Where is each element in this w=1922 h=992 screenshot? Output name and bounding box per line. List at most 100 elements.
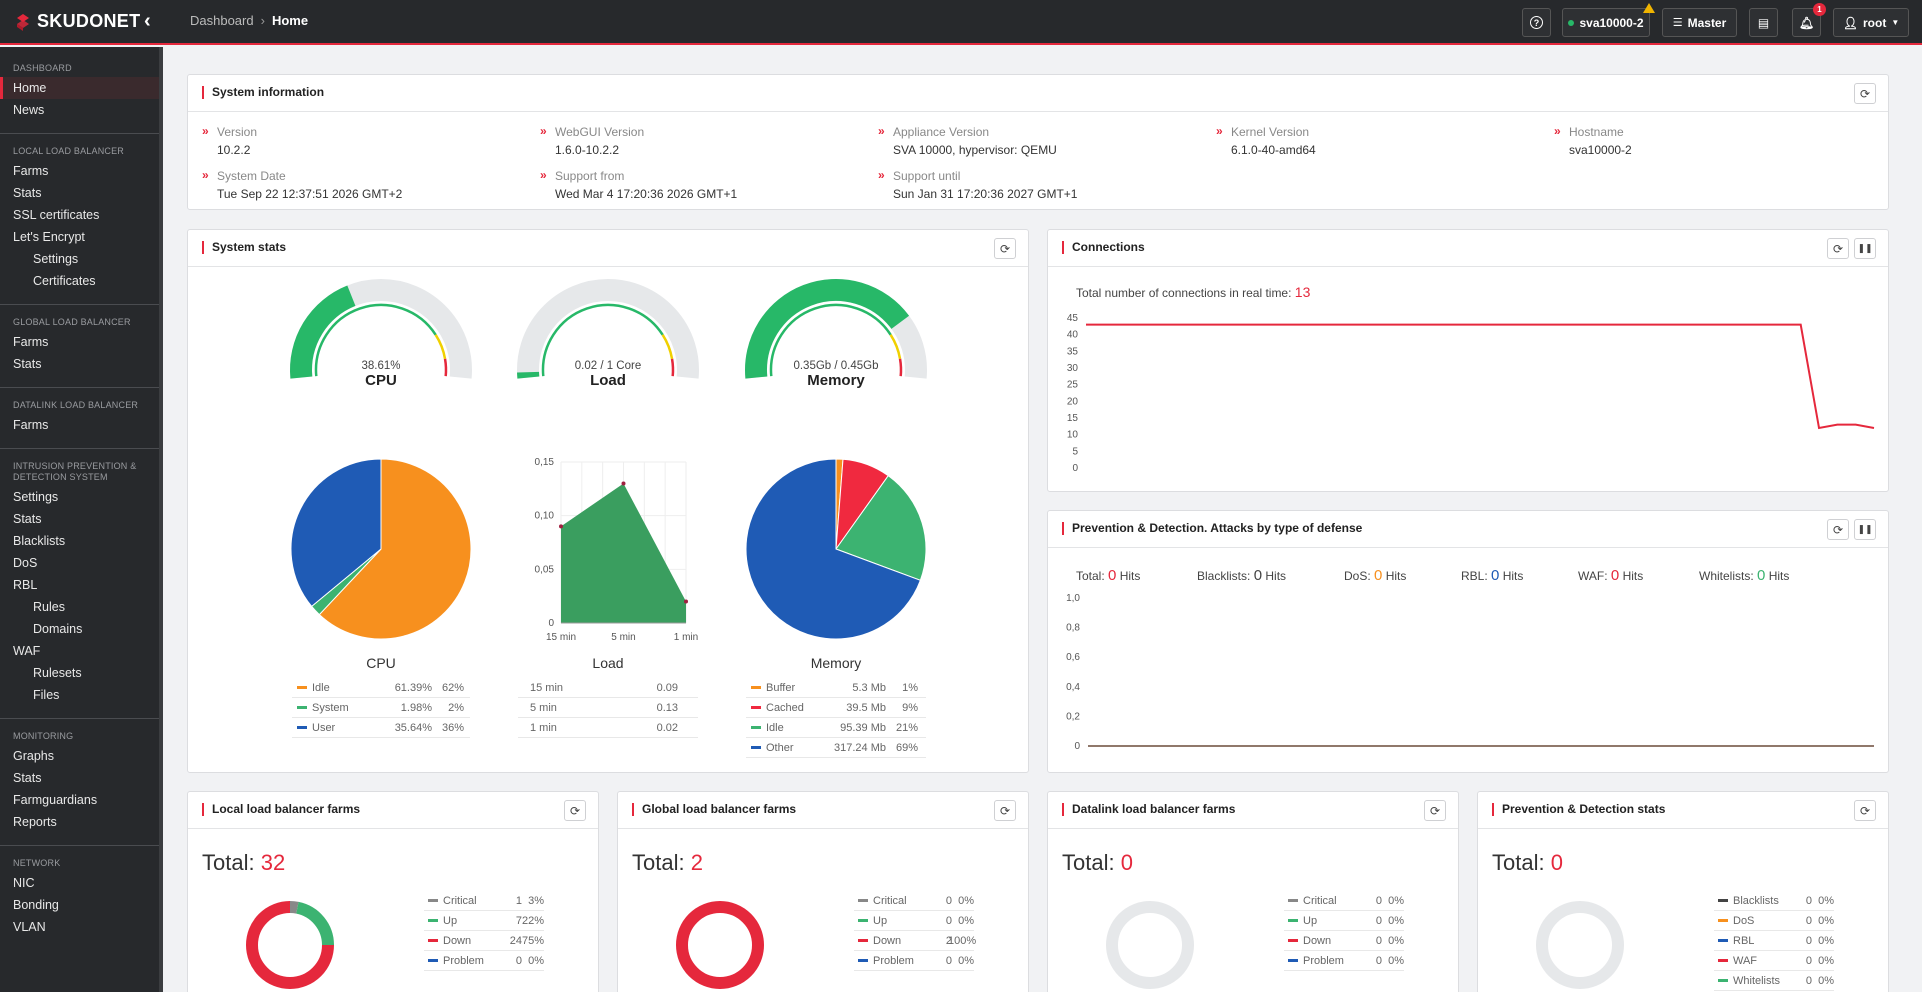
info-value-system-date: Tue Sep 22 12:37:51 2026 GMT+2 (217, 187, 403, 201)
farm-total: Total: 0 (1492, 850, 1563, 876)
y-tick-label: 0 (1074, 741, 1080, 752)
row-value: 61.39% (394, 682, 432, 694)
connections-label: Total number of connections in real time… (1076, 286, 1292, 300)
sidebar-item-stats[interactable]: Stats (13, 186, 42, 200)
legend-swatch (1288, 918, 1298, 922)
sidebar-item-stats[interactable]: Stats (13, 512, 42, 526)
legend-swatch (751, 745, 761, 749)
brand-logo[interactable]: SKUDONET (14, 11, 140, 32)
refresh-button[interactable]: ⟳ (994, 238, 1016, 259)
cpu-pie-chart (290, 458, 472, 640)
cluster-role-button[interactable]: ☰ Master (1662, 8, 1737, 37)
y-tick-label: 0,2 (1066, 711, 1080, 722)
help-button[interactable]: ? (1522, 8, 1551, 37)
row-label: 1 min (530, 722, 557, 734)
legend-swatch (297, 685, 307, 689)
row-value: 95.39 Mb (840, 722, 886, 734)
refresh-icon: ⟳ (569, 803, 581, 818)
legend-row-problem: Problem 0 0% (854, 951, 974, 971)
info-key-appliance-version: Appliance Version (878, 124, 989, 139)
sidebar-item-vlan[interactable]: VLAN (13, 920, 46, 934)
pie-slice-user (290, 458, 382, 608)
legend-row-rbl: RBL 0 0% (1714, 931, 1834, 951)
legend-label: Up (873, 915, 888, 927)
y-tick-label: 10 (1067, 430, 1079, 441)
sidebar: Dashboard Home News Local load balancer Farm… (0, 47, 163, 992)
refresh-icon: ⟳ (1859, 803, 1871, 818)
messages-button[interactable]: ▤ (1749, 8, 1778, 37)
refresh-button[interactable]: ⟳ (1854, 83, 1876, 104)
legend-label: Up (443, 915, 458, 927)
pause-button[interactable]: ❚❚ (1854, 238, 1876, 259)
sidebar-item-waf[interactable]: WAF (13, 644, 41, 658)
table-row: System 1.98% 2% (292, 698, 470, 718)
sidebar-item-bonding[interactable]: Bonding (13, 898, 59, 912)
pause-icon: ❚❚ (1857, 243, 1873, 253)
brand-name: SKUDONET (37, 11, 141, 31)
host-status-button[interactable]: sva10000-2 (1562, 3, 1655, 37)
sidebar-item-farmguardians[interactable]: Farmguardians (13, 793, 98, 807)
legend-row-waf: WAF 0 0% (1714, 951, 1834, 971)
legend-percent: 22% (521, 915, 544, 927)
sidebar-item-nic[interactable]: NIC (13, 876, 35, 890)
refresh-button[interactable]: ⟳ (1827, 238, 1849, 259)
legend-count: 2 (945, 935, 952, 947)
panel-title: Prevention & Detection. Attacks by type … (1062, 522, 1362, 535)
sidebar-item-stats[interactable]: Stats (13, 357, 42, 371)
sidebar-item-rulesets[interactable]: Rulesets (33, 666, 82, 680)
total-label: Total: (1062, 850, 1115, 875)
gauge-value-arc (745, 279, 910, 379)
legend-percent: 3% (528, 895, 544, 907)
sidebar-item-rbl[interactable]: RBL (13, 578, 38, 592)
cpu-caption: CPU (366, 655, 396, 671)
user-menu-button[interactable]: 👤︎ root ▼ (1833, 8, 1909, 37)
sidebar-item-dos[interactable]: DoS (13, 556, 38, 570)
refresh-button[interactable]: ⟳ (564, 800, 586, 821)
sidebar-item-graphs[interactable]: Graphs (13, 749, 54, 763)
sidebar-scrollbar[interactable] (159, 47, 163, 992)
sidebar-item-settings[interactable]: Settings (33, 252, 79, 266)
sidebar-item-files[interactable]: Files (33, 688, 60, 702)
farm-panel-local-load-balancer-farms: Local load balancer farms ⟳ Total: 32 Criti… (187, 791, 599, 992)
hits-value: 0 (1610, 567, 1620, 584)
sidebar-item-farms[interactable]: Farms (13, 335, 49, 349)
sidebar-section-local-load-balancer: Local load balancer (13, 146, 125, 156)
load-caption: Load (592, 655, 624, 671)
sidebar-item-rules[interactable]: Rules (33, 600, 65, 614)
sidebar-item-reports[interactable]: Reports (13, 815, 57, 829)
load-table: 15 min 0.09 5 min 0.13 1 min 0.02 (518, 678, 698, 738)
memory-table: Buffer 5.3 Mb 1% Cached 39.5 Mb 9% Idle 95.39 M… (746, 678, 926, 758)
sidebar-item-farms[interactable]: Farms (13, 418, 49, 432)
connections-panel: Connections ⟳ ❚❚ Total number of connectio… (1047, 229, 1889, 492)
legend-swatch (297, 725, 307, 729)
status-dot-icon (1568, 19, 1575, 26)
x-tick-label: 1 min (674, 632, 698, 640)
sidebar-item-domains[interactable]: Domains (33, 622, 83, 636)
refresh-button[interactable]: ⟳ (994, 800, 1016, 821)
sidebar-item-home[interactable]: Home (0, 77, 163, 99)
sidebar-item-let-s-encrypt[interactable]: Let's Encrypt (13, 230, 85, 244)
breadcrumb-dashboard[interactable]: Dashboard (190, 13, 254, 28)
refresh-button[interactable]: ⟳ (1854, 800, 1876, 821)
user-label: root (1862, 15, 1887, 30)
sidebar-item-blacklists[interactable]: Blacklists (13, 534, 66, 548)
sidebar-item-farms[interactable]: Farms (13, 164, 49, 178)
row-percent: 69% (895, 742, 918, 754)
legend-swatch (1288, 898, 1298, 902)
sidebar-item-news[interactable]: News (13, 103, 45, 117)
load-point (621, 481, 626, 486)
row-percent: 62% (441, 682, 464, 694)
donut-empty-ring (1106, 901, 1194, 989)
attacks-by-defense-panel: Prevention & Detection. Attacks by type … (1047, 510, 1889, 773)
sidebar-item-settings[interactable]: Settings (13, 490, 59, 504)
refresh-button[interactable]: ⟳ (1827, 519, 1849, 540)
row-value: 317.24 Mb (834, 742, 886, 754)
sidebar-item-ssl-certificates[interactable]: SSL certificates (13, 208, 100, 222)
sidebar-item-stats[interactable]: Stats (13, 771, 42, 785)
collapse-sidebar-button[interactable]: ‹ (144, 10, 151, 32)
notifications-button[interactable]: 🔔︎ 1 (1792, 3, 1826, 37)
sidebar-item-certificates[interactable]: Certificates (33, 274, 96, 288)
pause-button[interactable]: ❚❚ (1854, 519, 1876, 540)
table-row: 5 min 0.13 (518, 698, 698, 718)
refresh-button[interactable]: ⟳ (1424, 800, 1446, 821)
